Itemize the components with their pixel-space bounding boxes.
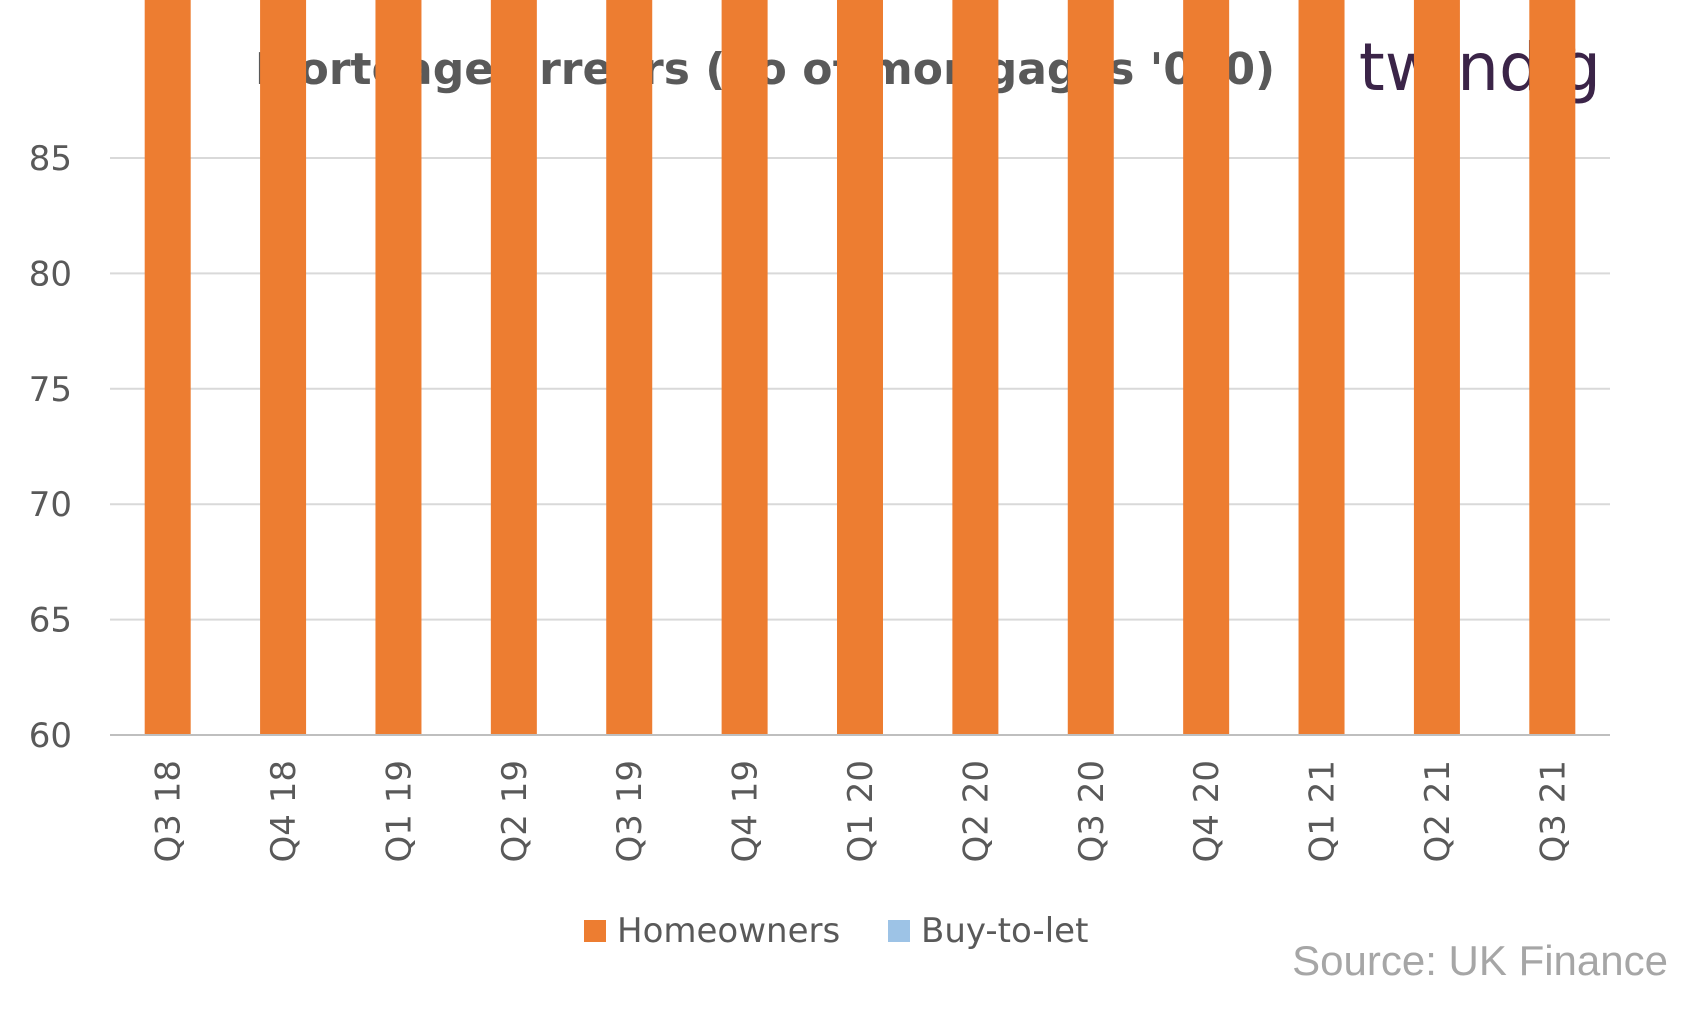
- legend-swatch-buy-to-let: [888, 920, 910, 942]
- y-tick-label: 75: [29, 370, 72, 410]
- y-axis: 60 65 70 75 80 85: [29, 139, 72, 756]
- x-tick-label: Q3 18: [149, 760, 189, 862]
- bars: [144, 0, 1576, 736]
- bar-homeowners-12: [1529, 0, 1576, 735]
- bar-homeowners-3: [490, 0, 537, 735]
- bar-homeowners-7: [952, 0, 999, 736]
- x-tick-label: Q2 19: [495, 760, 535, 862]
- legend-swatch-homeowners: [584, 920, 606, 942]
- bar-homeowners-6: [837, 0, 883, 735]
- x-tick-label: Q4 19: [726, 760, 766, 862]
- x-tick-label: Q3 21: [1533, 760, 1573, 862]
- y-tick-label: 80: [29, 254, 72, 294]
- x-tick-label: Q1 19: [379, 760, 419, 862]
- x-tick-label: Q1 21: [1303, 760, 1343, 862]
- bar-homeowners-10: [1298, 0, 1345, 735]
- bar-homeowners-11: [1413, 0, 1460, 736]
- x-tick-label: Q3 19: [610, 760, 650, 862]
- legend: Homeowners Buy-to-let: [584, 911, 1088, 951]
- bar-homeowners-8: [1067, 0, 1114, 736]
- x-tick-label: Q2 21: [1418, 760, 1458, 862]
- legend-label-homeowners: Homeowners: [617, 911, 840, 951]
- x-tick-label: Q4 20: [1187, 760, 1227, 862]
- bar-homeowners-1: [260, 0, 307, 735]
- bar-homeowners-4: [606, 0, 653, 735]
- source-note: Source: UK Finance: [1292, 937, 1668, 984]
- x-tick-label: Q2 20: [956, 760, 996, 862]
- x-tick-label: Q3 20: [1072, 760, 1112, 862]
- x-tick-label: Q1 20: [841, 760, 881, 862]
- bar-homeowners-0: [144, 0, 191, 735]
- bar-homeowners-2: [375, 0, 422, 735]
- y-tick-label: 85: [29, 139, 72, 179]
- y-tick-label: 60: [29, 716, 72, 756]
- bar-homeowners-9: [1183, 0, 1230, 735]
- x-tick-label: Q4 18: [264, 760, 304, 862]
- bar-homeowners-5: [721, 0, 768, 735]
- x-axis: Q3 18 Q4 18 Q1 19 Q2 19 Q3 19 Q4 19 Q1 20 Q2 20…: [110, 734, 1610, 862]
- legend-label-buy-to-let: Buy-to-let: [921, 911, 1088, 951]
- y-tick-label: 70: [29, 485, 72, 525]
- y-tick-label: 65: [29, 601, 72, 641]
